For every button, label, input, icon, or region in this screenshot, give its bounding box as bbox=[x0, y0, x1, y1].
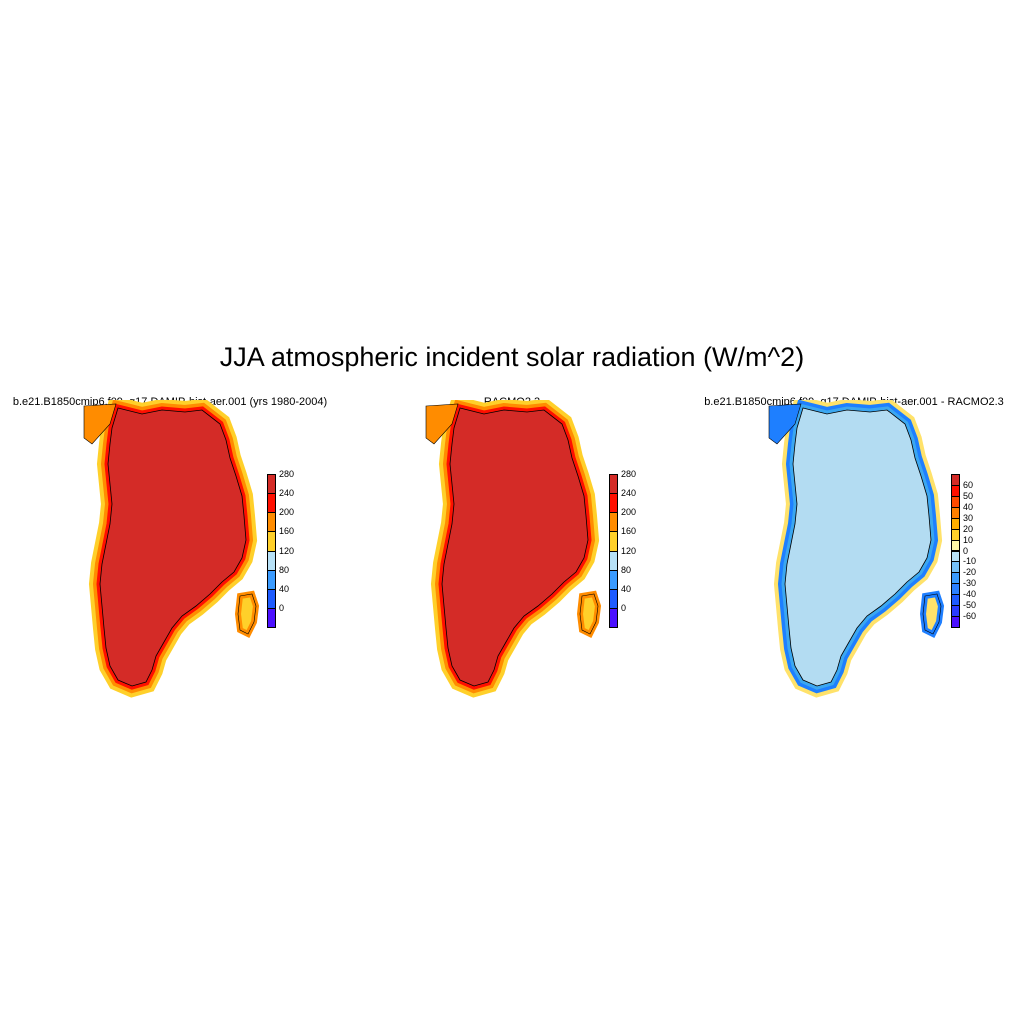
ice-sheet-interior bbox=[100, 408, 246, 686]
nw-land-block bbox=[83, 403, 117, 445]
colorbar-tick-label: 40 bbox=[621, 583, 632, 594]
colorbar-swatch bbox=[609, 569, 618, 590]
island-coastline bbox=[922, 593, 942, 635]
colorbar-swatch bbox=[267, 474, 276, 495]
colorbar-swatch bbox=[609, 474, 618, 495]
colorbar-swatch bbox=[267, 493, 276, 514]
east-island bbox=[234, 590, 260, 639]
coastline bbox=[441, 407, 589, 687]
colorbar-tick-label: -60 bbox=[963, 611, 977, 622]
east-island bbox=[919, 590, 945, 639]
colorbar-swatch bbox=[951, 528, 960, 541]
colorbar-tick-label: 0 bbox=[621, 602, 627, 613]
coastline bbox=[99, 407, 247, 687]
island-coastline bbox=[237, 593, 257, 635]
colorbar-swatch bbox=[267, 569, 276, 590]
colorbar-tick-label: 200 bbox=[279, 507, 295, 518]
colorbar-swatch bbox=[951, 572, 960, 585]
colorbar-swatch bbox=[267, 607, 276, 628]
colorbar-tick-label: 0 bbox=[963, 545, 969, 556]
colorbar-tick-label: 160 bbox=[621, 526, 637, 537]
colorbar-swatch bbox=[609, 493, 618, 514]
colorbar-tick-label: 30 bbox=[963, 512, 974, 523]
colorbar-tick-label: 200 bbox=[621, 507, 637, 518]
colorbar-swatch bbox=[609, 512, 618, 533]
island-coastline bbox=[579, 593, 599, 635]
colorbar-tick-label: 80 bbox=[279, 564, 290, 575]
colorbar-swatch bbox=[951, 550, 960, 563]
panel-3-colorbar: -60 -50 -40 -30 -20 -10 0 10 20 30 40 50 60 bbox=[951, 474, 1011, 628]
colorbar-swatch bbox=[609, 607, 618, 628]
colorbar-swatch bbox=[951, 616, 960, 628]
panel-1-map bbox=[83, 400, 260, 698]
colorbar-swatch bbox=[951, 517, 960, 530]
colorbar-tick-label: -30 bbox=[963, 578, 977, 589]
colorbar-swatch bbox=[951, 605, 960, 618]
colorbar-tick-label: 160 bbox=[279, 526, 295, 537]
colorbar-tick-label: 120 bbox=[279, 545, 295, 556]
colorbar-tick-label: 120 bbox=[621, 545, 637, 556]
colorbar-tick-label: -50 bbox=[963, 600, 977, 611]
colorbar-swatch bbox=[951, 495, 960, 508]
colorbar-tick-label: 20 bbox=[963, 523, 974, 534]
panel-2-map bbox=[425, 400, 602, 698]
colorbar-swatch bbox=[951, 539, 960, 552]
colorbar-swatch bbox=[951, 506, 960, 519]
colorbar-tick-label: 50 bbox=[963, 490, 974, 501]
colorbar-swatch bbox=[609, 588, 618, 609]
nw-land-block bbox=[768, 403, 802, 445]
colorbar-swatch bbox=[267, 550, 276, 571]
colorbar-swatch bbox=[609, 550, 618, 571]
colorbar-tick-label: -20 bbox=[963, 567, 977, 578]
nw-land-block bbox=[425, 403, 459, 445]
colorbar-tick-label: 40 bbox=[963, 501, 974, 512]
ice-sheet-interior bbox=[785, 408, 931, 686]
colorbar-tick-label: 280 bbox=[621, 469, 637, 479]
colorbar-swatch bbox=[609, 531, 618, 552]
panel-1-colorbar: 0 40 80 120 160 200 240 280 bbox=[267, 469, 327, 628]
colorbar-tick-label: -40 bbox=[963, 589, 977, 600]
colorbar-swatch bbox=[267, 512, 276, 533]
colorbar-tick-label: 10 bbox=[963, 534, 974, 545]
colorbar-tick-label: 240 bbox=[279, 488, 295, 499]
colorbar-tick-label: -10 bbox=[963, 556, 977, 567]
colorbar-tick-label: 40 bbox=[279, 583, 290, 594]
colorbar-tick-label: 60 bbox=[963, 479, 974, 490]
colorbar-swatch bbox=[267, 588, 276, 609]
colorbar-swatch bbox=[951, 484, 960, 497]
colorbar-tick-label: 0 bbox=[279, 602, 285, 613]
colorbar-swatch bbox=[951, 474, 960, 486]
colorbar-swatch bbox=[267, 531, 276, 552]
colorbar-tick-label: 280 bbox=[279, 469, 295, 479]
panel-3-map bbox=[768, 400, 945, 698]
east-island bbox=[576, 590, 602, 639]
panel-2-colorbar: 0 40 80 120 160 200 240 280 bbox=[609, 469, 669, 628]
coastline bbox=[784, 407, 932, 687]
colorbar-tick-label: 80 bbox=[621, 564, 632, 575]
figure-title: JJA atmospheric incident solar radiation… bbox=[219, 342, 805, 372]
ice-sheet-interior bbox=[442, 408, 588, 686]
colorbar-tick-label: 240 bbox=[621, 488, 637, 499]
colorbar-swatch bbox=[951, 583, 960, 596]
colorbar-swatch bbox=[951, 594, 960, 607]
colorbar-swatch bbox=[951, 561, 960, 574]
